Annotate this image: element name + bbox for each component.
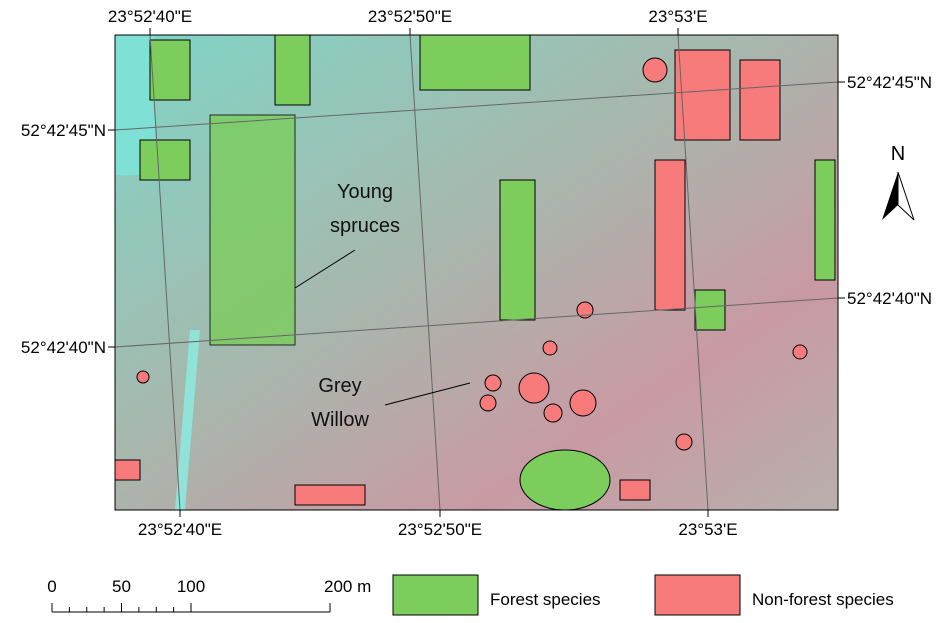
annotation-line: spruces bbox=[330, 215, 400, 237]
top-coordinate: 23°53'E bbox=[648, 7, 707, 26]
bottom-coordinate: 23°52'40"E bbox=[138, 520, 222, 539]
legend: Forest species Non-forest species bbox=[393, 575, 894, 615]
legend-label: Forest species bbox=[490, 590, 601, 609]
north-arrow: N bbox=[882, 143, 914, 220]
annotation-line: Grey bbox=[318, 375, 361, 397]
scale-label: 0 bbox=[47, 577, 56, 596]
map-image bbox=[115, 35, 838, 510]
map-figure: 23°52'40"E 23°52'50"E 23°53'E 23°52'40"E… bbox=[0, 0, 944, 618]
legend-swatch bbox=[393, 575, 478, 615]
annotation-line: Young bbox=[337, 181, 393, 203]
scale-label: 50 bbox=[112, 577, 131, 596]
left-coordinate: 52°42'45"N bbox=[21, 121, 106, 140]
right-coordinate: 52°42'40"N bbox=[847, 289, 932, 308]
bottom-coordinate: 23°53'E bbox=[678, 520, 737, 539]
scale-bar: 0 50 100 200 m bbox=[47, 577, 371, 612]
scale-label: 200 m bbox=[324, 577, 371, 596]
legend-label: Non-forest species bbox=[752, 590, 894, 609]
bottom-coordinate: 23°52'50"E bbox=[398, 520, 482, 539]
scale-label: 100 bbox=[177, 577, 205, 596]
top-coordinate: 23°52'40"E bbox=[108, 7, 192, 26]
legend-swatch bbox=[655, 575, 740, 615]
north-label: N bbox=[891, 143, 905, 165]
top-coordinate: 23°52'50"E bbox=[368, 7, 452, 26]
left-coordinate: 52°42'40"N bbox=[21, 338, 106, 357]
right-coordinate: 52°42'45"N bbox=[847, 73, 932, 92]
annotation-line: Willow bbox=[311, 409, 369, 431]
